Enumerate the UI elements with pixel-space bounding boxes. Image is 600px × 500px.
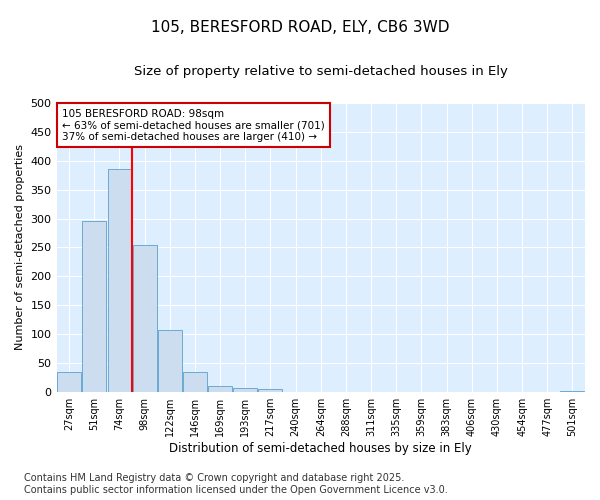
Bar <box>259 390 283 392</box>
Bar <box>158 330 182 392</box>
Bar <box>57 372 81 392</box>
X-axis label: Distribution of semi-detached houses by size in Ely: Distribution of semi-detached houses by … <box>169 442 472 455</box>
Text: 105, BERESFORD ROAD, ELY, CB6 3WD: 105, BERESFORD ROAD, ELY, CB6 3WD <box>151 20 449 35</box>
Bar <box>183 372 207 392</box>
Text: 105 BERESFORD ROAD: 98sqm
← 63% of semi-detached houses are smaller (701)
37% of: 105 BERESFORD ROAD: 98sqm ← 63% of semi-… <box>62 108 325 142</box>
Y-axis label: Number of semi-detached properties: Number of semi-detached properties <box>15 144 25 350</box>
Bar <box>208 386 232 392</box>
Bar <box>82 222 106 392</box>
Bar <box>233 388 257 392</box>
Text: Contains HM Land Registry data © Crown copyright and database right 2025.
Contai: Contains HM Land Registry data © Crown c… <box>24 474 448 495</box>
Bar <box>107 170 131 392</box>
Bar <box>560 391 584 392</box>
Title: Size of property relative to semi-detached houses in Ely: Size of property relative to semi-detach… <box>134 65 508 78</box>
Bar <box>133 244 157 392</box>
